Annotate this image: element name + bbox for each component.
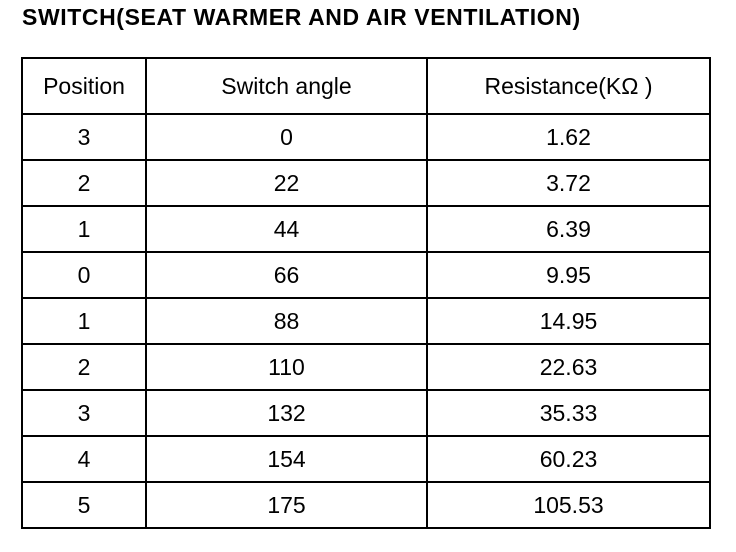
- cell-position: 3: [21, 113, 147, 161]
- cell-position: 0: [21, 251, 147, 299]
- table-row: 2 110 22.63: [21, 343, 711, 391]
- cell-switch-angle: 88: [145, 297, 428, 345]
- cell-resistance: 1.62: [426, 113, 711, 161]
- table-row: 1 44 6.39: [21, 205, 711, 253]
- table-row: 4 154 60.23: [21, 435, 711, 483]
- cell-position: 3: [21, 389, 147, 437]
- cell-switch-angle: 132: [145, 389, 428, 437]
- table-row: 3 132 35.33: [21, 389, 711, 437]
- cell-position: 4: [21, 435, 147, 483]
- cell-switch-angle: 154: [145, 435, 428, 483]
- cell-resistance: 14.95: [426, 297, 711, 345]
- header-switch-angle: Switch angle: [145, 57, 428, 115]
- cell-resistance: 60.23: [426, 435, 711, 483]
- cell-resistance: 105.53: [426, 481, 711, 529]
- cell-switch-angle: 175: [145, 481, 428, 529]
- resistance-table: Position Switch angle Resistance(KΩ ) 3 …: [21, 57, 711, 529]
- table-row: 1 88 14.95: [21, 297, 711, 345]
- cell-position: 2: [21, 343, 147, 391]
- header-position: Position: [21, 57, 147, 115]
- cell-position: 5: [21, 481, 147, 529]
- cell-position: 1: [21, 205, 147, 253]
- cell-position: 1: [21, 297, 147, 345]
- cell-resistance: 22.63: [426, 343, 711, 391]
- table-row: 2 22 3.72: [21, 159, 711, 207]
- table-row: 0 66 9.95: [21, 251, 711, 299]
- cell-position: 2: [21, 159, 147, 207]
- table-row: 3 0 1.62: [21, 113, 711, 161]
- cell-switch-angle: 66: [145, 251, 428, 299]
- header-resistance: Resistance(KΩ ): [426, 57, 711, 115]
- page-title: SWITCH(SEAT WARMER AND AIR VENTILATION): [22, 4, 581, 30]
- cell-resistance: 3.72: [426, 159, 711, 207]
- cell-switch-angle: 110: [145, 343, 428, 391]
- cell-resistance: 9.95: [426, 251, 711, 299]
- cell-resistance: 35.33: [426, 389, 711, 437]
- cell-switch-angle: 22: [145, 159, 428, 207]
- cell-switch-angle: 0: [145, 113, 428, 161]
- table-row: 5 175 105.53: [21, 481, 711, 529]
- cell-switch-angle: 44: [145, 205, 428, 253]
- cell-resistance: 6.39: [426, 205, 711, 253]
- table-header-row: Position Switch angle Resistance(KΩ ): [21, 57, 711, 115]
